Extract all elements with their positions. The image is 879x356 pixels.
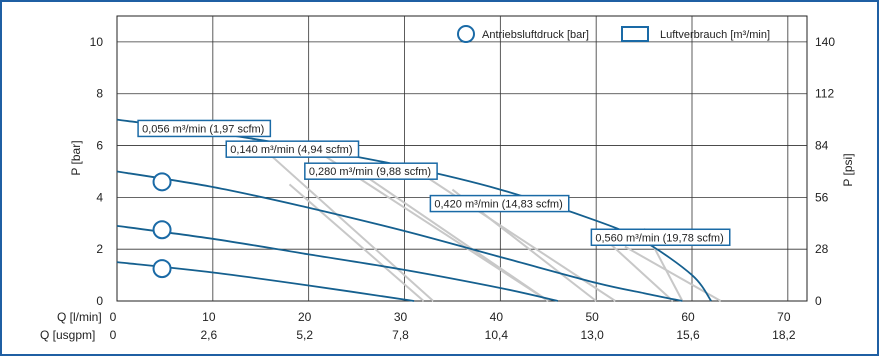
x-tick-labels: 0 0 10 2,6 20 5,2 30 7,8 40 10,4 50 13,0 60 15,6 70 18,… (110, 310, 796, 342)
x-tick-label-lmin: 70 (777, 310, 791, 324)
y-tick-label-bar: 2 (96, 242, 103, 256)
y-tick-label-psi: 0 (815, 294, 822, 308)
y-axis-label-left: P [bar] (69, 140, 83, 175)
y-axis-label-right: P [psi] (841, 153, 855, 186)
x-tick-label-usgpm: 13,0 (580, 328, 604, 342)
consumption-annotation-label: 0,560 m³/min (19,78 scfm) (595, 232, 723, 244)
x-tick-label-lmin: 40 (490, 310, 504, 324)
x-tick-label-lmin: 10 (202, 310, 216, 324)
legend-label-air-consumption: Luftverbrauch [m³/min] (660, 29, 770, 41)
x-tick-label-usgpm: 0 (110, 328, 117, 342)
legend-circle-marker (457, 25, 475, 43)
x-tick-label-lmin: 60 (681, 310, 695, 324)
consumption-annotation-label: 0,140 m³/min (4,94 scfm) (230, 144, 352, 156)
x-tick-label-usgpm: 2,6 (200, 328, 217, 342)
air-consumption-lines (250, 137, 722, 302)
x-tick-label-lmin: 50 (585, 310, 599, 324)
y-tick-label-bar: 8 (96, 87, 103, 101)
air-consumption-line (413, 168, 616, 302)
y-tick-label-psi: 28 (815, 242, 829, 256)
consumption-annotation-label: 0,056 m³/min (1,97 scfm) (142, 123, 264, 135)
x-tick-label-usgpm: 15,6 (676, 328, 700, 342)
consumption-annotations: 0,056 m³/min (1,97 scfm) 0,140 m³/min (4,… (137, 119, 731, 247)
x-tick-label-usgpm: 5,2 (296, 328, 313, 342)
pressure-curve (116, 225, 559, 302)
y-tick-label-psi: 112 (815, 87, 834, 101)
plot-area (116, 15, 808, 302)
y-tick-label-bar: 0 (96, 294, 103, 308)
legend: Antriebsluftdruck [bar] Luftverbrauch [m… (457, 25, 770, 43)
consumption-annotation-label: 0,280 m³/min (9,88 scfm) (309, 166, 431, 178)
legend-box-marker (621, 26, 649, 42)
y-tick-label-bar: 4 (96, 190, 103, 204)
x-tick-label-usgpm: 18,2 (772, 328, 796, 342)
drive-pressure-marker (152, 220, 172, 240)
air-consumption-line (250, 137, 434, 302)
consumption-annotation-label: 0,420 m³/min (14,83 scfm) (434, 199, 562, 211)
consumption-annotation-box (429, 194, 570, 213)
y-tick-label-psi: 140 (815, 35, 835, 49)
x-tick-label-lmin: 0 (110, 310, 117, 324)
consumption-annotation-box (225, 140, 360, 158)
consumption-annotation-box (137, 119, 272, 138)
grid (117, 16, 807, 301)
y-tick-labels: 0 0 2 28 4 56 6 84 8 112 10 140 (90, 35, 836, 308)
x-tick-label-usgpm: 7,8 (392, 328, 409, 342)
y-tick-label-bar: 10 (90, 35, 104, 49)
drive-pressure-marker (152, 259, 172, 279)
x-axis-label-lmin: Q [l/min] (57, 310, 102, 324)
x-tick-label-lmin: 20 (298, 310, 312, 324)
drive-pressure-marker (152, 172, 172, 192)
pressure-curve (116, 170, 683, 302)
drive-pressure-markers (152, 172, 172, 279)
legend-label-drive-pressure: Antriebsluftdruck [bar] (482, 29, 589, 41)
y-tick-label-psi: 84 (815, 139, 829, 153)
consumption-annotation-box (590, 228, 731, 247)
consumption-annotation-box (304, 162, 438, 180)
y-tick-label-bar: 6 (96, 139, 103, 153)
x-axis-label-usgpm: Q [usgpm] (40, 328, 95, 342)
air-consumption-line (288, 183, 425, 302)
x-tick-label-lmin: 30 (394, 310, 408, 324)
x-tick-label-usgpm: 10,4 (485, 328, 509, 342)
y-tick-label-psi: 56 (815, 190, 829, 204)
air-consumption-line (365, 175, 549, 302)
